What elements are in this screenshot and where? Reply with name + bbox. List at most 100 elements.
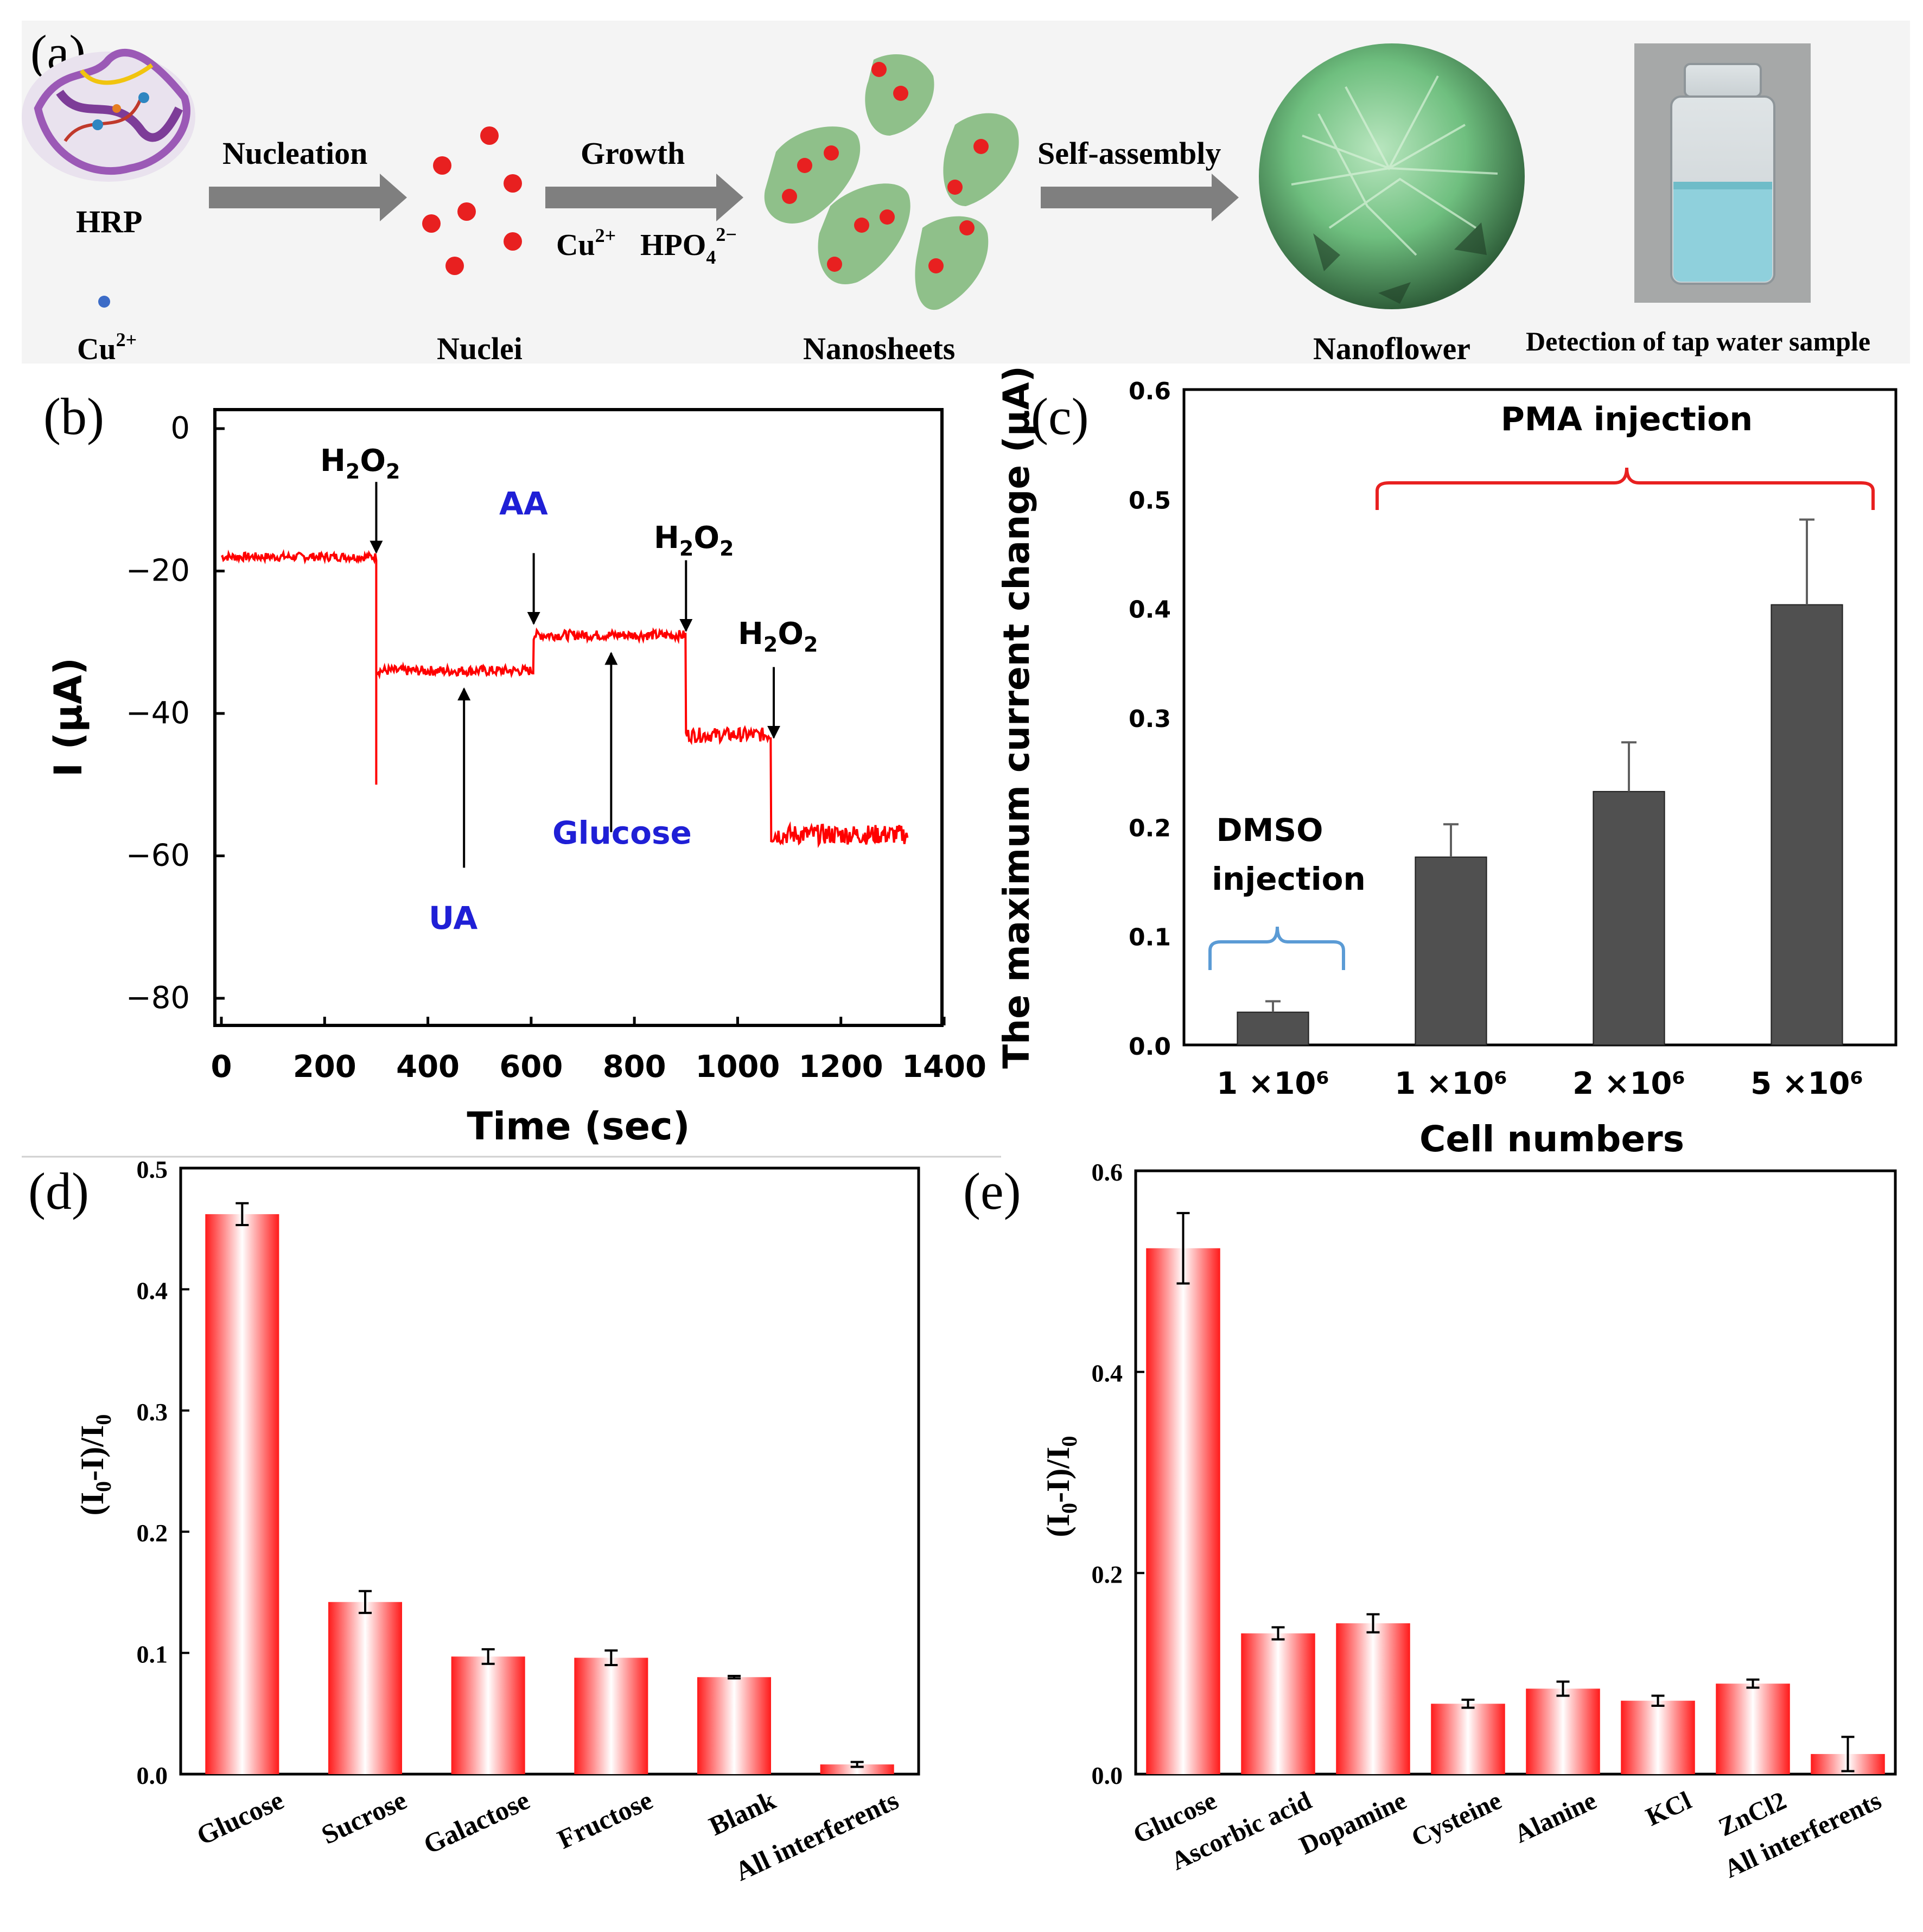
d-category-label: Glucose	[192, 1784, 288, 1851]
panel-d-plot-frame	[179, 1166, 920, 1776]
d-bar	[451, 1656, 525, 1774]
c-y-tick-label: 0.4	[1129, 596, 1171, 624]
b-x-tick-label: 800	[603, 1049, 666, 1085]
e-bar	[1241, 1633, 1315, 1774]
panel-b-plot-frame	[213, 408, 944, 1027]
c-category-label: 2 ×10⁶	[1572, 1066, 1685, 1101]
b-x-tick-label: 1000	[695, 1049, 780, 1085]
d-y-tick-label: 0.0	[137, 1762, 168, 1789]
hrp-protein-illustration	[22, 49, 195, 182]
e-y-tick-label: 0.6	[1092, 1158, 1123, 1186]
b-y-tick-label: −40	[126, 696, 190, 731]
panel-b-axis-ticks: 0 200 400 600 800 1000 1200 1400 0 −20 −40 −60 −80	[126, 411, 986, 1085]
panel-c-bars: 1 ×10⁶ 1 ×10⁶ 2 ×10⁶ 5 ×10⁶	[1217, 518, 1863, 1101]
cu-ion-dot	[98, 296, 110, 308]
d-y-tick-label: 0.4	[137, 1277, 168, 1304]
cu2-label: Cu2+	[556, 225, 616, 262]
c-y-tick-label: 0.5	[1129, 487, 1171, 514]
panel-c-axis-ticks: 0.0 0.1 0.2 0.3 0.4 0.5 0.6	[1129, 378, 1171, 1061]
panel-b-x-axis-label: Time (sec)	[467, 1104, 690, 1149]
c-category-label: 5 ×10⁶	[1750, 1066, 1863, 1101]
e-category-label: All interferents	[1720, 1786, 1886, 1884]
growth-arrow	[545, 174, 743, 221]
d-error-bar	[235, 1202, 249, 1226]
panel-d-label: (d)	[28, 1162, 89, 1220]
dmso-bracket	[1208, 926, 1345, 970]
b-h2o2-label-1: H2O2	[320, 443, 400, 483]
d-error-bar	[728, 1675, 741, 1680]
nuclei-label: Nuclei	[437, 331, 523, 366]
panel-d-axis-ticks: 0.0 0.1 0.2 0.3 0.4 0.5	[137, 1156, 189, 1789]
b-glucose-label: Glucose	[552, 814, 692, 851]
d-error-bar	[481, 1648, 495, 1665]
c-error-bar	[1799, 518, 1814, 605]
b-x-tick-label: 600	[499, 1049, 563, 1085]
panel-e-axis-ticks: 0.0 0.2 0.4 0.6	[1092, 1158, 1144, 1789]
e-bar	[1431, 1704, 1505, 1774]
e-error-bar	[1176, 1212, 1190, 1285]
cu-label: Cu2+	[77, 329, 137, 366]
nanoflower-illustration	[1259, 43, 1525, 309]
pma-bracket	[1376, 467, 1875, 510]
nucleation-label: Nucleation	[222, 136, 367, 171]
e-error-bar	[1746, 1678, 1760, 1689]
c-category-label: 1 ×10⁶	[1217, 1066, 1329, 1101]
b-y-tick-label: −60	[126, 838, 190, 873]
d-error-bar	[604, 1649, 618, 1666]
d-y-tick-label: 0.3	[137, 1398, 168, 1426]
e-bar	[1716, 1684, 1790, 1774]
panel-c-label: (c)	[1031, 387, 1089, 445]
dmso-label-line2: injection	[1212, 860, 1366, 897]
nucleation-arrow	[209, 174, 407, 221]
panel-e-y-axis-label: (I0-I)/I0	[1040, 1436, 1081, 1538]
e-error-bar	[1841, 1736, 1855, 1772]
panel-d-y-axis-label: (I0-I)/I0	[74, 1414, 116, 1516]
b-y-tick-label: −80	[126, 980, 190, 1016]
c-category-label: 1 ×10⁶	[1395, 1066, 1507, 1101]
panel-e-label: (e)	[963, 1162, 1021, 1220]
e-category-label: Alanine	[1510, 1786, 1601, 1849]
nanosheets-label: Nanosheets	[803, 331, 955, 366]
e-category-label: Dopamine	[1295, 1786, 1411, 1860]
hrp-label: HRP	[76, 204, 142, 239]
detection-label: Detection of tap water sample	[1526, 326, 1870, 356]
b-x-tick-label: 0	[211, 1049, 232, 1085]
c-error-bar	[1443, 823, 1459, 857]
c-y-tick-label: 0.0	[1129, 1033, 1171, 1061]
c-error-bar	[1265, 1000, 1281, 1012]
panel-b-y-axis-label: I (μA)	[46, 658, 91, 777]
c-bar	[1771, 604, 1843, 1046]
d-category-label: Fructose	[553, 1784, 657, 1854]
panel-c: (c) 0.0 0.1 0.2 0.3 0.4 0.5 0.6 1 ×10⁶ 1 ×10⁶ 2 …	[996, 366, 1897, 1160]
panel-c-y-axis-label: The maximum current change (μA)	[996, 366, 1037, 1069]
tap-water-vial-photo	[1634, 43, 1811, 303]
e-error-bar	[1366, 1613, 1380, 1634]
c-error-bar	[1621, 741, 1637, 792]
b-ua-label: UA	[429, 900, 477, 936]
c-bar	[1415, 856, 1487, 1045]
b-x-tick-label: 400	[396, 1049, 460, 1085]
d-bar	[697, 1677, 771, 1774]
d-error-bar	[359, 1590, 372, 1614]
panel-c-plot-frame	[1182, 388, 1897, 1047]
b-x-tick-label: 1400	[902, 1049, 986, 1085]
panel-a: (a) HRP Cu2+ Nucleation	[22, 21, 1910, 366]
pma-injection-label: PMA injection	[1501, 400, 1753, 438]
d-y-tick-label: 0.5	[137, 1156, 168, 1183]
e-bar	[1621, 1700, 1695, 1774]
b-aa-label: AA	[499, 485, 548, 522]
e-bar	[1146, 1248, 1220, 1774]
panel-b-current-trace	[220, 549, 909, 849]
e-bar	[1526, 1688, 1600, 1774]
c-bar	[1593, 790, 1665, 1045]
c-y-tick-label: 0.3	[1129, 705, 1171, 733]
d-y-tick-label: 0.2	[137, 1519, 168, 1547]
d-y-tick-label: 0.1	[137, 1641, 168, 1668]
nanosheets-illustration	[764, 54, 1019, 310]
panel-e-plot-frame	[1134, 1169, 1897, 1776]
d-bar	[820, 1764, 894, 1774]
d-category-label: Galactose	[419, 1784, 534, 1860]
e-error-bar	[1556, 1680, 1570, 1697]
